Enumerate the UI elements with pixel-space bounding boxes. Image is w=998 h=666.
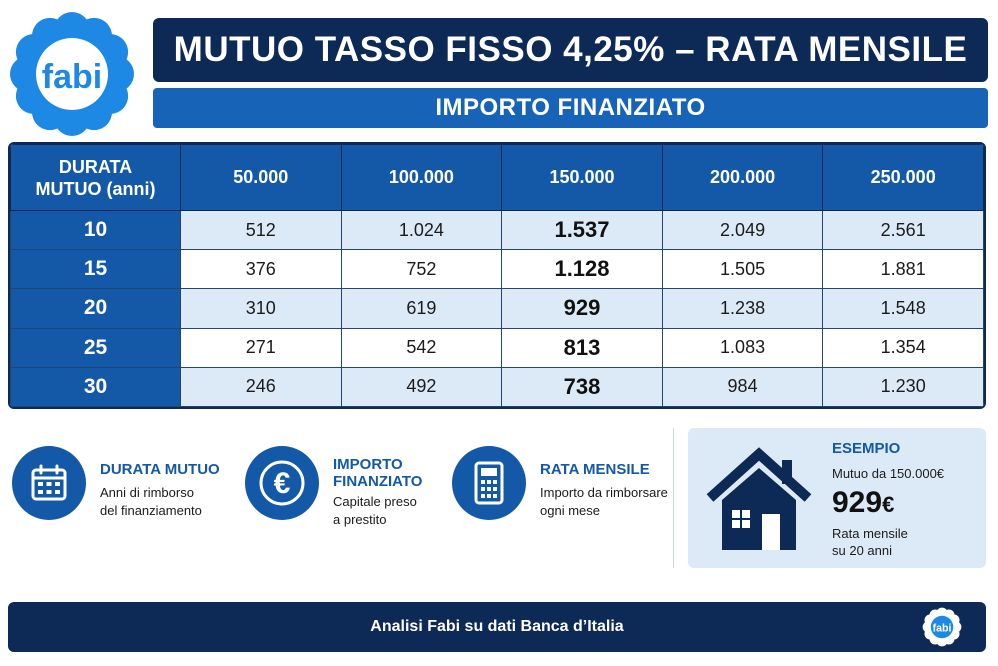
corner-header: DURATA MUTUO (anni) [10,144,181,211]
duration-cell: 30 [10,366,181,407]
value-cell: 1.024 [340,209,503,251]
calculator-icon [452,446,526,520]
legend-title: RATA MENSILE [540,461,650,478]
amount-currency: € [882,492,895,517]
highlight-value-cell: 1.128 [501,249,663,290]
table-row: 20 310 619 929 1.238 1.548 [10,288,984,329]
value-cell: 619 [340,288,503,329]
column-header: 250.000 [822,144,984,211]
footer-source: Analisi Fabi su dati Banca d’Italia [370,618,624,635]
legend-title: DURATA MUTUO [100,461,220,478]
legend-desc: Capitale preso a prestito [333,493,422,529]
value-cell: 512 [180,209,342,251]
highlight-value-cell: 813 [501,327,663,368]
value-cell: 542 [340,327,503,368]
example-amount: 929€ [832,486,894,520]
highlight-value-cell: 1.537 [501,209,663,251]
example-loan: Mutuo da 150.000€ [832,466,945,481]
highlight-value-cell: 738 [501,366,663,407]
table-row: 30 246 492 738 984 1.230 [10,366,984,407]
table-row: 25 271 542 813 1.083 1.354 [10,327,984,368]
value-cell: 1.083 [661,327,824,368]
legend-desc: Anni di rimborso del finanziamento [100,484,220,520]
value-cell: 310 [180,288,342,329]
highlight-value-cell: 929 [501,288,663,329]
value-cell: 752 [340,249,503,290]
mortgage-table: DURATA MUTUO (anni) 50.000 100.000 150.0… [8,142,986,409]
amount-value: 929 [832,486,883,519]
house-icon [706,447,812,550]
legend-desc-line: ogni mese [540,503,600,518]
example-box: ESEMPIO Mutuo da 150.000€ 929€ Rata mens… [688,428,986,568]
value-cell: 376 [180,249,342,290]
mini-logo-text: fabi [933,622,952,634]
value-cell: 1.230 [822,366,984,407]
footer: Analisi Fabi su dati Banca d’Italia fabi [8,602,986,652]
value-cell: 1.881 [822,249,984,290]
example-title: ESEMPIO [832,440,901,457]
duration-cell: 10 [10,209,181,251]
legend-desc-line: Anni di rimborso [100,485,194,500]
legend-desc-line: a prestito [333,512,387,527]
value-cell: 246 [180,366,342,407]
value-cell: 271 [180,327,342,368]
legend-durata: DURATA MUTUO Anni di rimborso del finanz… [12,446,220,520]
value-cell: 1.548 [822,288,984,329]
column-header: 50.000 [180,144,342,211]
caption-line: su 20 anni [832,543,892,558]
value-cell: 2.049 [661,209,824,251]
calendar-icon [12,446,86,520]
corner-header-line2: MUTUO (anni) [35,178,156,199]
divider [673,428,674,568]
legend-title-line: FINANZIATO [333,473,423,490]
table-row: 15 376 752 1.128 1.505 1.881 [10,249,984,290]
legend-desc-line: del finanziamento [100,503,202,518]
example-caption: Rata mensile su 20 anni [832,525,972,559]
legend-rata: RATA MENSILE Importo da rimborsare ogni … [452,446,668,520]
svg-text:€: € [274,467,291,500]
legend-title: IMPORTO FINANZIATO [333,456,422,490]
legend-title-line: IMPORTO [333,456,403,473]
duration-cell: 15 [10,249,181,290]
page-title: MUTUO TASSO FISSO 4,25% – RATA MENSILE [153,18,988,82]
value-cell: 1.505 [661,249,824,290]
column-header: 150.000 [501,144,663,211]
legend-desc-line: Importo da rimborsare [540,485,668,500]
logo-text: fabi [42,58,102,96]
euro-icon: € [245,446,319,520]
legend-desc-line: Capitale preso [333,494,417,509]
value-cell: 2.561 [822,209,984,251]
corner-header-line1: DURATA [58,156,133,177]
value-cell: 1.238 [661,288,824,329]
subtitle-bar: IMPORTO FINANZIATO [153,88,988,128]
duration-cell: 25 [10,327,181,368]
column-header: 100.000 [340,144,503,211]
column-header: 200.000 [661,144,824,211]
legend-desc: Importo da rimborsare ogni mese [540,484,668,520]
fabi-logo: fabi [10,12,134,136]
duration-cell: 20 [10,288,181,329]
value-cell: 1.354 [822,327,984,368]
fabi-mini-logo: fabi [922,607,962,647]
value-cell: 984 [661,366,824,407]
legend-importo: € IMPORTO FINANZIATO Capitale preso a pr… [245,446,422,529]
value-cell: 492 [340,366,503,407]
table-row: 10 512 1.024 1.537 2.049 2.561 [10,209,984,251]
caption-line: Rata mensile [832,526,908,541]
table-header-row: DURATA MUTUO (anni) 50.000 100.000 150.0… [10,144,984,211]
